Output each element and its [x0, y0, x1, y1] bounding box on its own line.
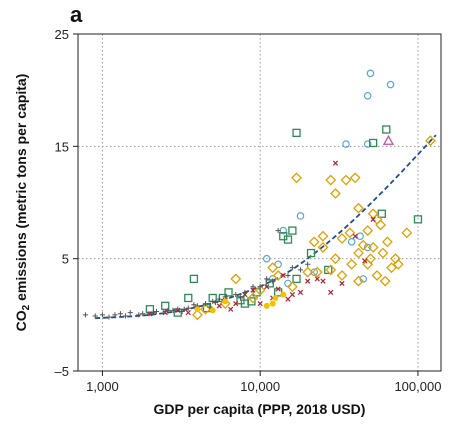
- circle-point: [367, 70, 373, 76]
- diamond-point: [369, 243, 378, 252]
- cross-point: [298, 290, 302, 294]
- circle-point: [364, 93, 370, 99]
- plot-frame: [78, 34, 441, 371]
- diamond-point: [359, 241, 368, 250]
- circle-point: [387, 81, 393, 87]
- x-tick-label: 10,000: [240, 379, 280, 394]
- diamond-point: [337, 234, 346, 243]
- plus-point: [106, 314, 111, 319]
- diamond-point: [231, 274, 240, 283]
- y-tick-label: –5: [55, 364, 69, 379]
- cross-point: [290, 292, 294, 296]
- circle-point: [297, 213, 303, 219]
- diamond-point: [383, 237, 392, 246]
- diamond-point: [268, 263, 277, 272]
- cross-point: [340, 281, 344, 285]
- cross-point: [186, 310, 190, 314]
- square-point: [185, 294, 192, 301]
- square-point: [289, 227, 296, 234]
- diamond-point: [378, 249, 387, 258]
- dot-point: [280, 292, 286, 298]
- diamond-point: [376, 220, 385, 229]
- dot-point: [222, 298, 228, 304]
- diamond-point: [337, 271, 346, 280]
- cross-point: [286, 297, 290, 301]
- grid: [78, 34, 441, 371]
- plus-point: [123, 313, 128, 318]
- diamond-point: [310, 237, 319, 246]
- diamond-point: [342, 176, 351, 185]
- plus-point: [305, 262, 310, 267]
- square-point: [378, 210, 385, 217]
- trend-layer: [95, 135, 436, 318]
- diamond-point: [331, 189, 340, 198]
- diamond-point: [369, 209, 378, 218]
- plus-point: [285, 273, 290, 278]
- diamond-point: [318, 232, 327, 241]
- diamond-point: [326, 176, 335, 185]
- dot-point: [264, 303, 270, 309]
- trend-line: [95, 135, 436, 318]
- diamond-point: [363, 226, 372, 235]
- diamond-point: [354, 249, 363, 258]
- cross-point: [333, 161, 337, 165]
- cross-point: [217, 304, 221, 308]
- cross-point: [305, 279, 309, 283]
- dot-point: [272, 295, 278, 301]
- plus-point: [118, 311, 123, 316]
- cross-point: [329, 290, 333, 294]
- plus-point: [264, 276, 269, 281]
- dot-point: [270, 301, 276, 307]
- triangle-point: [384, 136, 393, 144]
- x-tick-label: 1,000: [86, 379, 119, 394]
- square-point: [190, 275, 197, 282]
- y-tick-label: 25: [55, 27, 69, 42]
- dot-point: [194, 306, 200, 312]
- plus-point: [298, 267, 303, 272]
- plus-point: [100, 312, 105, 317]
- y-axis-label: CO2 emissions (metric tons per capita): [13, 74, 32, 332]
- diamond-point: [292, 173, 301, 182]
- circle-point: [357, 233, 363, 239]
- square-point: [293, 129, 300, 136]
- diamond-point: [381, 277, 390, 286]
- square-point: [293, 275, 300, 282]
- diamond-point: [372, 271, 381, 280]
- plus-point: [242, 290, 247, 295]
- plus-point: [128, 310, 133, 315]
- y-tick-label: 15: [55, 139, 69, 154]
- y-axis-label-prefix: CO: [13, 310, 29, 331]
- y-axis-label-suffix: emissions (metric tons per capita): [13, 74, 29, 305]
- y-tick-label: 5: [62, 252, 69, 267]
- diamond-point: [402, 228, 411, 237]
- circle-point: [348, 239, 354, 245]
- diamond-point: [345, 228, 354, 237]
- square-point: [383, 126, 390, 133]
- plus-point: [154, 309, 159, 314]
- circle-point: [285, 280, 291, 286]
- diamond-point: [351, 173, 360, 182]
- x-axis-label: GDP per capita (PPP, 2018 USD): [154, 401, 366, 417]
- cross-point: [228, 307, 232, 311]
- x-tick-label: 100,000: [394, 379, 441, 394]
- dot-point: [210, 307, 216, 313]
- plus-point: [83, 312, 88, 317]
- data-points: [83, 70, 435, 320]
- diamond-point: [347, 260, 356, 269]
- cross-point: [321, 279, 325, 283]
